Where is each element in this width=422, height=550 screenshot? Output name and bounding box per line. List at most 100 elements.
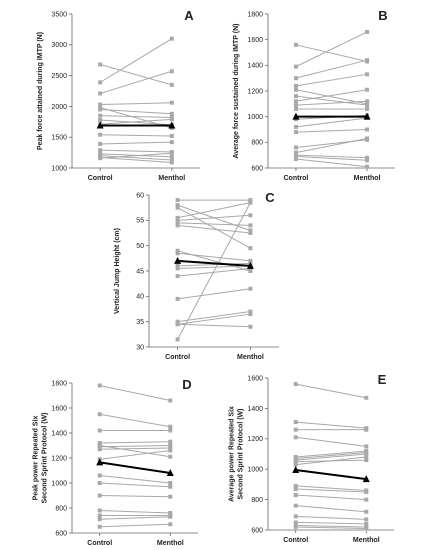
subject-point [97, 441, 102, 445]
subject-point [97, 428, 102, 433]
subject-point [175, 263, 180, 268]
y-tick-label: 1600 [51, 405, 67, 412]
subject-point [365, 72, 370, 77]
subject-point [168, 514, 173, 519]
subject-line [99, 510, 171, 514]
subject-point [293, 124, 298, 129]
subject-line [100, 64, 172, 86]
subject-point [168, 484, 173, 489]
subject-point [364, 521, 369, 526]
subject-point [365, 58, 370, 63]
y-tick-label: 55 [136, 218, 144, 225]
subject-line [100, 119, 172, 126]
subject-line [295, 383, 367, 399]
subject-point [175, 296, 180, 301]
subject-point [248, 286, 253, 291]
subject-point [248, 258, 253, 263]
subject-line [177, 207, 251, 249]
subject-line [295, 95, 368, 106]
subject-point [97, 444, 102, 449]
subject-point [168, 428, 173, 433]
subject-point [365, 158, 370, 163]
subject-line [100, 152, 172, 159]
subject-point [365, 103, 370, 108]
subject-point [175, 215, 180, 220]
y-tick-label: 1800 [51, 380, 67, 387]
subject-line [295, 44, 368, 62]
subject-line [295, 421, 367, 429]
subject-line [100, 70, 172, 94]
subject-point [364, 509, 369, 514]
subject-point [293, 493, 298, 498]
subject-line [99, 516, 171, 520]
x-tick-label-control: Control [87, 540, 112, 547]
subject-point [98, 91, 103, 96]
y-tick-label: 1600 [247, 37, 263, 44]
subject-point [175, 223, 180, 228]
panel-c: 30 35 40 45 50 55 60 Control Menthol Vertical Jum… [114, 190, 279, 361]
subject-point [175, 319, 180, 324]
y-tick-label: 1000 [247, 114, 263, 121]
y-axis-label: Peak force attained during IMTP (N) [37, 32, 44, 150]
subject-line [99, 445, 171, 448]
subject-point [168, 511, 173, 515]
subject-point [293, 103, 298, 108]
subject-point [169, 117, 174, 122]
subject-point [175, 218, 180, 223]
subject-point [169, 82, 174, 87]
x-tick-label-menthol: Menthol [237, 354, 264, 361]
mean-point [168, 121, 176, 129]
subject-point [293, 514, 298, 519]
panel-d: 600 800 1000 1200 1400 1600 1800 Control Menthol… [33, 377, 198, 547]
subject-line [99, 38, 173, 83]
subject-point [168, 522, 173, 527]
subject-line [295, 515, 367, 520]
subject-point [175, 337, 180, 342]
subject-point [168, 454, 173, 459]
subject-point [168, 398, 173, 403]
y-tick-label: 800 [251, 140, 263, 147]
panel-e: 600 800 1000 1200 1400 1600 Control Menthol Aver… [229, 372, 394, 544]
subject-line [295, 505, 367, 513]
y-tick-label: 1200 [51, 455, 67, 462]
mean-line [177, 259, 251, 267]
subject-point [364, 395, 369, 400]
subject-point [168, 439, 173, 444]
x-tick-label-menthol: Menthol [158, 175, 185, 182]
y-tick-label: 600 [251, 527, 263, 534]
subject-line [177, 262, 251, 267]
subject-point [97, 383, 102, 388]
subject-point [293, 483, 298, 488]
panel-letter: A [184, 8, 194, 23]
y-tick-label: 600 [55, 530, 67, 537]
subject-point [175, 266, 180, 271]
subject-line [99, 413, 171, 428]
subject-point [168, 443, 173, 448]
subject-point [365, 164, 370, 169]
x-tick-label-control: Control [283, 537, 308, 544]
mean-point [96, 458, 104, 466]
y-tick-label: 1400 [247, 406, 263, 413]
subject-point [364, 526, 369, 531]
subject-point [364, 497, 369, 502]
subject-point [293, 154, 298, 159]
subject-point [293, 94, 298, 99]
subject-line [100, 118, 172, 125]
subject-point [293, 435, 298, 440]
subject-point [97, 517, 102, 522]
subject-line [295, 485, 367, 491]
subject-line [295, 31, 368, 68]
subject-point [248, 198, 253, 203]
x-tick-label-control: Control [283, 175, 308, 182]
subject-point [293, 462, 298, 467]
subject-point [365, 106, 370, 111]
subject-point [175, 203, 180, 208]
subject-point [175, 322, 180, 327]
mean-point [96, 121, 104, 129]
subject-point [365, 155, 370, 160]
subject-line [99, 385, 171, 401]
subject-point [364, 452, 369, 456]
subject-point [98, 141, 103, 146]
y-tick-label: 35 [136, 319, 144, 326]
subject-point [364, 517, 369, 522]
